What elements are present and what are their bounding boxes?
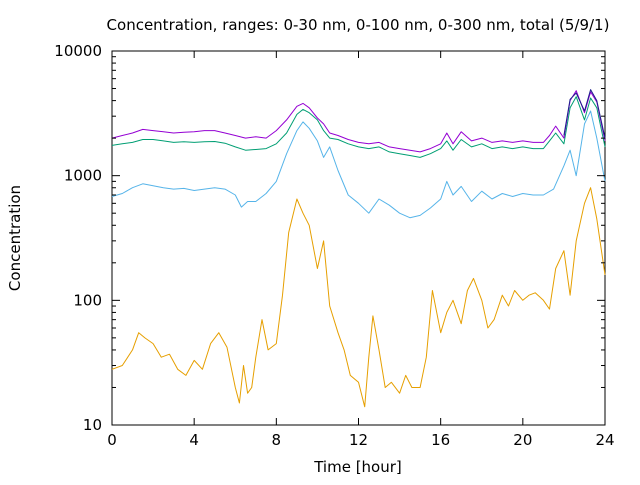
x-axis-ticks: 0 4 8 12 16 20 24 — [107, 51, 615, 449]
series-line-2 — [111, 110, 606, 219]
x-tick-label: 4 — [189, 431, 199, 449]
plot-border — [111, 50, 606, 426]
x-tick-label: 20 — [513, 431, 532, 449]
y-tick-label: 100 — [73, 291, 102, 309]
x-tick-label: 8 — [272, 431, 282, 449]
series-layer — [111, 89, 606, 408]
y-tick-label: 1000 — [64, 167, 102, 185]
series-line-5 — [563, 89, 606, 139]
y-tick-label: 10 — [83, 416, 102, 434]
y-tick-label: 10000 — [54, 42, 102, 60]
x-tick-label: 12 — [349, 431, 368, 449]
x-tick-label: 16 — [431, 431, 450, 449]
y-axis-ticks: 10 100 1000 10000 — [54, 42, 605, 434]
y-axis-label: Concentration — [6, 185, 24, 291]
series-line-4 — [111, 90, 606, 153]
x-tick-label: 0 — [107, 431, 117, 449]
x-axis-label: Time [hour] — [313, 458, 402, 476]
plot-frame — [111, 50, 606, 426]
chart-title: Concentration, ranges: 0-30 nm, 0-100 nm… — [107, 16, 610, 34]
series-line-1 — [111, 187, 606, 408]
x-tick-label: 24 — [595, 431, 614, 449]
series-line-3 — [111, 96, 606, 158]
